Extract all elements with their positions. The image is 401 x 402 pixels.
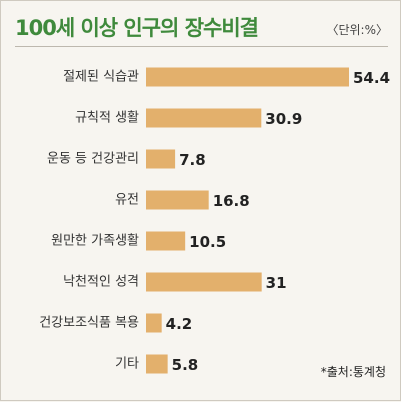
bar — [146, 108, 262, 128]
value-label: 7.8 — [179, 151, 206, 169]
category-label: 기타 — [115, 357, 139, 372]
value-label: 54.4 — [353, 69, 390, 87]
source-note: *출처:통계청 — [320, 365, 386, 379]
category-label: 유전 — [115, 193, 139, 208]
bar — [146, 272, 262, 292]
value-label: 16.8 — [213, 192, 250, 210]
category-label: 규칙적 생활 — [75, 111, 139, 126]
value-label: 4.2 — [166, 315, 193, 333]
value-label: 10.5 — [189, 233, 226, 251]
category-label: 원만한 가족생활 — [51, 234, 139, 249]
category-label: 절제된 식습관 — [63, 70, 139, 85]
value-label: 30.9 — [265, 110, 302, 128]
value-label: 31 — [266, 274, 287, 292]
bar — [146, 190, 209, 210]
category-label: 낙천적인 성격 — [63, 275, 139, 290]
value-label: 5.8 — [172, 356, 199, 374]
unit-label: 〈단위:%〉 — [326, 23, 388, 37]
bar — [146, 313, 162, 333]
bar — [146, 149, 176, 169]
bar — [146, 231, 186, 251]
category-label: 건강보조식품 복용 — [39, 316, 139, 331]
title-divider — [15, 46, 388, 47]
bar — [146, 354, 168, 374]
category-label: 운동 등 건강관리 — [47, 152, 139, 167]
chart-title: 100세 이상 인구의 장수비결 — [15, 16, 259, 40]
bar — [146, 67, 349, 87]
